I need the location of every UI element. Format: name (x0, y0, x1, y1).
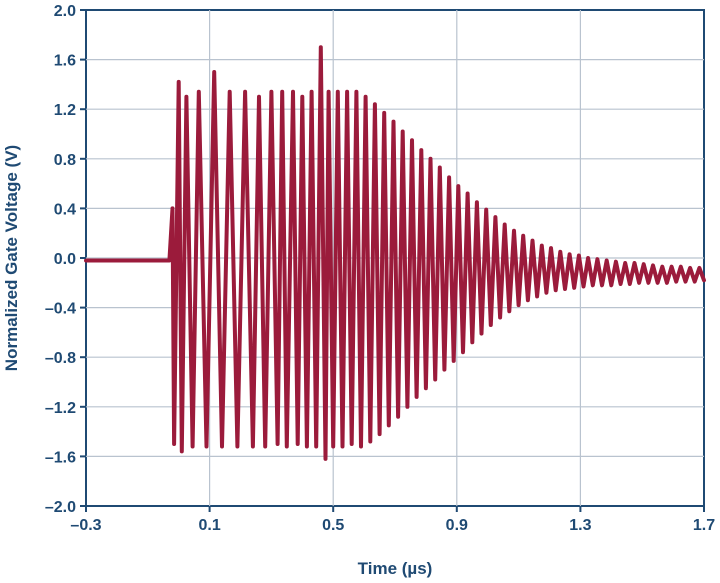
y-tick-label: 0.0 (54, 251, 76, 268)
y-tick-label: 1.6 (54, 53, 76, 70)
x-axis-ticks: –0.3 0.1 0.5 0.9 1.3 1.7 (70, 506, 715, 534)
y-tick-label: –2.0 (45, 499, 76, 516)
x-tick-label: 0.5 (322, 517, 344, 534)
y-tick-label: 0.8 (54, 152, 76, 169)
x-tick-label: 1.7 (693, 517, 715, 534)
y-axis-ticks: 2.0 1.6 1.2 0.8 0.4 0.0 –0.4 –0.8 –1.2 –1.6 –2.0 (45, 3, 86, 516)
x-tick-label: –0.3 (70, 517, 101, 534)
y-tick-label: –0.8 (45, 350, 76, 367)
y-axis-title: Normalized Gate Voltage (V) (2, 145, 21, 371)
y-tick-label: –1.2 (45, 400, 76, 417)
y-tick-label: 0.4 (54, 201, 76, 218)
x-tick-label: 0.9 (446, 517, 468, 534)
x-axis-title: Time (µs) (358, 559, 433, 578)
data-series (84, 45, 706, 461)
y-tick-label: 2.0 (54, 3, 76, 20)
y-tick-label: 1.2 (54, 102, 76, 119)
y-tick-label: –1.6 (45, 449, 76, 466)
x-tick-label: 1.3 (569, 517, 591, 534)
series-line-0 (84, 45, 706, 461)
y-tick-label: –0.4 (45, 301, 76, 318)
x-tick-label: 0.1 (198, 517, 220, 534)
